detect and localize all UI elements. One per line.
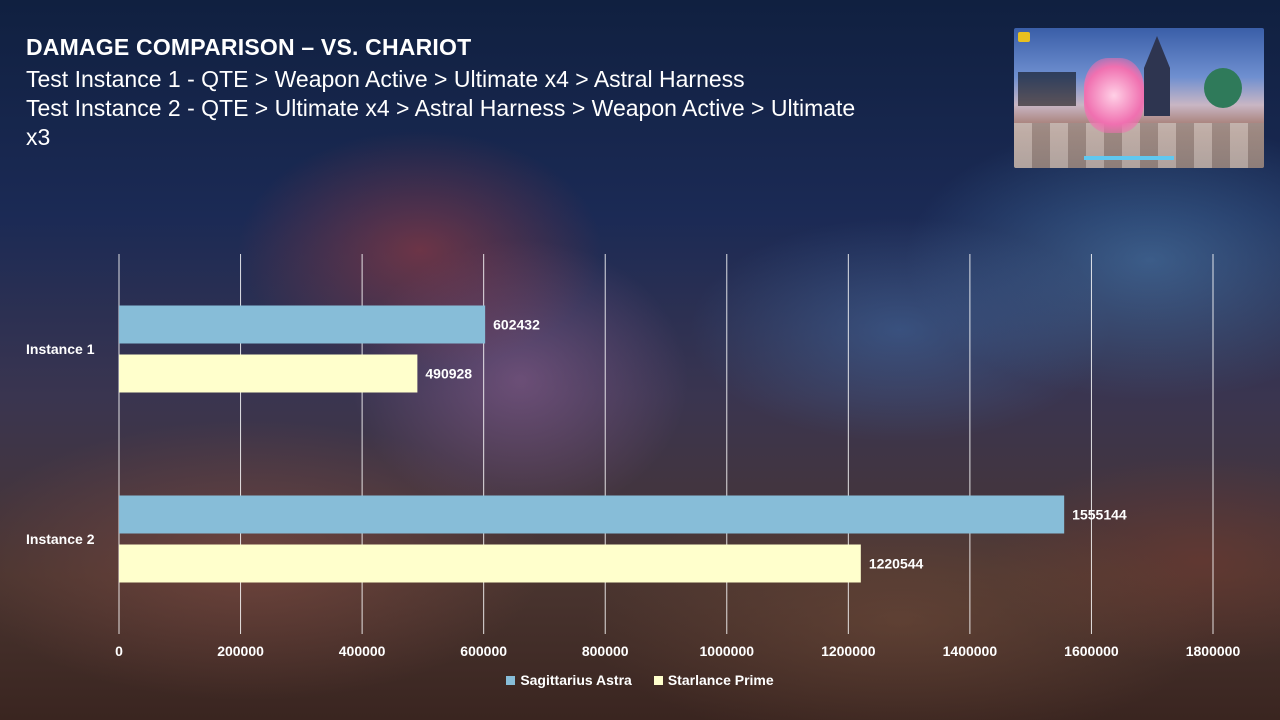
chart-legend: Sagittarius Astra Starlance Prime — [0, 672, 1280, 688]
x-tick-label-4: 800000 — [582, 643, 629, 659]
data-label-2-series-1: 1555144 — [1072, 507, 1127, 523]
x-tick-label-1: 200000 — [217, 643, 264, 659]
category-label-1: Instance 1 — [26, 341, 95, 357]
chart-subtitle-line-2: Test Instance 2 - QTE > Ultimate x4 > As… — [26, 95, 856, 121]
chart-subtitle-line-1: Test Instance 1 - QTE > Weapon Active > … — [26, 66, 745, 92]
x-tick-label-5: 1000000 — [700, 643, 755, 659]
thumbnail-badge — [1018, 32, 1030, 42]
legend-swatch-series-1 — [506, 675, 516, 685]
data-label-1-series-1: 602432 — [493, 317, 540, 333]
data-label-2-series-2: 1220544 — [869, 556, 924, 572]
data-label-1-series-2: 490928 — [425, 366, 472, 382]
bar-2-series-2 — [119, 544, 861, 583]
x-tick-label-6: 1200000 — [821, 643, 876, 659]
chart-subtitle-line-3: x3 — [26, 124, 51, 150]
legend-item-series-1: Sagittarius Astra — [506, 672, 632, 688]
legend-label-series-2: Starlance Prime — [667, 672, 774, 688]
legend-label-series-1: Sagittarius Astra — [520, 672, 632, 688]
x-tick-label-9: 1800000 — [1186, 643, 1241, 659]
bar-1-series-2 — [119, 354, 418, 393]
legend-item-series-2: Starlance Prime — [653, 672, 774, 688]
game-screenshot-thumbnail — [1014, 28, 1264, 168]
thumbnail-floor — [1014, 123, 1264, 168]
x-tick-label-8: 1600000 — [1064, 643, 1119, 659]
thumbnail-character — [1084, 58, 1144, 133]
thumbnail-health-bar — [1084, 156, 1174, 160]
x-tick-label-2: 400000 — [339, 643, 386, 659]
chart-titles: DAMAGE COMPARISON – VS. CHARIOT Test Ins… — [26, 34, 996, 152]
category-label-2: Instance 2 — [26, 531, 95, 547]
chart-title: DAMAGE COMPARISON – VS. CHARIOT — [26, 34, 472, 60]
legend-swatch-series-2 — [653, 675, 663, 685]
x-tick-label-7: 1400000 — [943, 643, 998, 659]
x-tick-label-0: 0 — [115, 643, 123, 659]
thumbnail-hud — [1018, 72, 1076, 106]
bar-2-series-1 — [119, 495, 1065, 534]
bar-1-series-1 — [119, 305, 486, 344]
thumbnail-enemy — [1204, 68, 1242, 108]
x-tick-label-3: 600000 — [460, 643, 507, 659]
